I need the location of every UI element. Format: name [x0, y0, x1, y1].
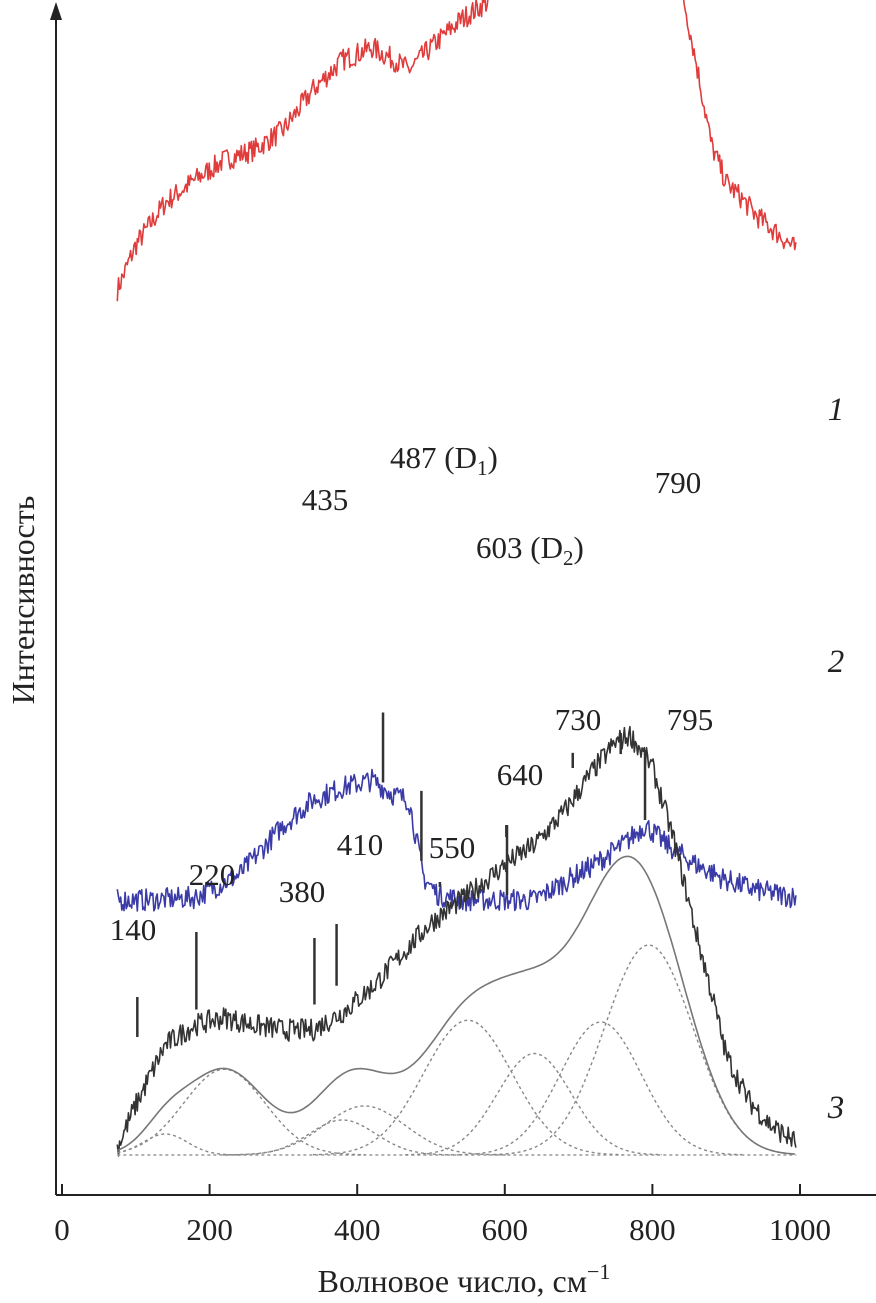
x-tick-label-800: 800: [629, 1212, 676, 1247]
peak3-label-380: 380: [279, 874, 326, 909]
peak3-label-795: 795: [667, 702, 714, 737]
series-2-label: 2: [828, 644, 845, 680]
peak3-label-640: 640: [497, 757, 544, 792]
peak-annotations: 435 487 (D1) 603 (D2) 790 140 220 380 410 550 640…: [110, 440, 714, 1037]
y-axis-arrow: [50, 2, 62, 20]
x-axis-label: Волновое число, см−1: [318, 1259, 611, 1299]
x-tick-label-600: 600: [482, 1212, 529, 1247]
x-tick-label-400: 400: [334, 1212, 381, 1247]
component-140: [117, 1133, 242, 1156]
series-3-line: [116, 725, 797, 1157]
component-410: [222, 1105, 506, 1156]
series-labels: 1 2 3: [827, 392, 845, 1126]
peak2-label-487: 487 (D1): [390, 440, 498, 480]
component-550: [312, 1019, 623, 1156]
series-1-label: 1: [828, 392, 845, 428]
component-220: [117, 1068, 366, 1156]
series-layer: [116, 0, 797, 1157]
peak3-label-220: 220: [189, 857, 236, 892]
fit-envelope: [117, 855, 795, 1155]
peak2-label-790: 790: [655, 465, 702, 500]
component-730: [458, 1021, 743, 1156]
x-tick-label-1000: 1000: [769, 1212, 831, 1247]
component-fits: [117, 855, 797, 1156]
x-ticks: 0 200 400 600 800 1000: [54, 1184, 831, 1247]
peak3-label-730: 730: [555, 702, 602, 737]
x-tick-label-0: 0: [54, 1212, 70, 1247]
peak3-label-550: 550: [429, 830, 476, 865]
component-795: [493, 944, 795, 1156]
x-tick-label-200: 200: [186, 1212, 233, 1247]
peak3-label-410: 410: [337, 827, 384, 862]
series-3-label: 3: [827, 1090, 845, 1126]
peak2-label-435: 435: [302, 482, 349, 517]
peak2-label-603: 603 (D2): [476, 530, 584, 570]
peak3-label-140: 140: [110, 912, 157, 947]
y-axis-label: Интенсивность: [5, 496, 41, 705]
series-1-line: [116, 0, 797, 302]
component-640: [405, 1052, 662, 1156]
